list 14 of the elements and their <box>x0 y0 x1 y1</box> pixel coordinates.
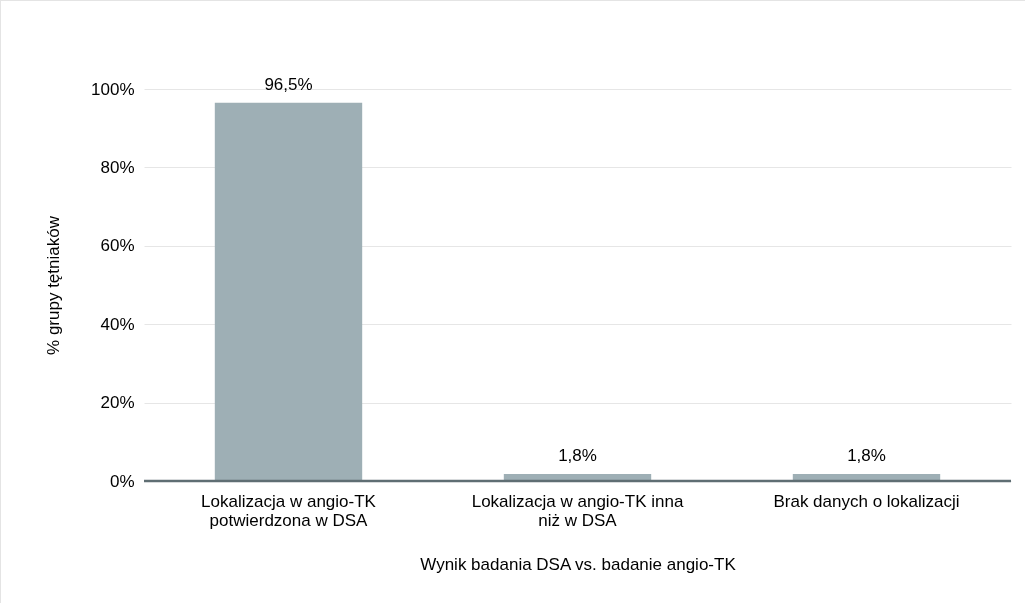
data-label: 1,8% <box>847 445 886 465</box>
x-tick-label: Lokalizacja w angio-TK inna niż w DSA <box>471 491 684 530</box>
y-axis-title: % grupy tętniaków <box>44 215 64 355</box>
y-tick-label: 60% <box>100 236 135 256</box>
x-tick-label: Brak danych o lokalizacji <box>773 491 960 511</box>
y-tick-label: 0% <box>109 471 135 491</box>
y-tick-label: 20% <box>100 393 135 413</box>
data-label: 1,8% <box>558 445 597 465</box>
x-axis-title: Wynik badania DSA vs. badanie angio-TK <box>420 554 737 574</box>
y-tick-label: 40% <box>100 314 135 334</box>
y-tick-label: 80% <box>100 157 135 177</box>
y-tick-label: 100% <box>91 79 135 99</box>
data-label: 96,5% <box>264 74 313 94</box>
x-tick-label: Lokalizacja w angio-TK potwierdzona w DSA <box>201 491 377 530</box>
